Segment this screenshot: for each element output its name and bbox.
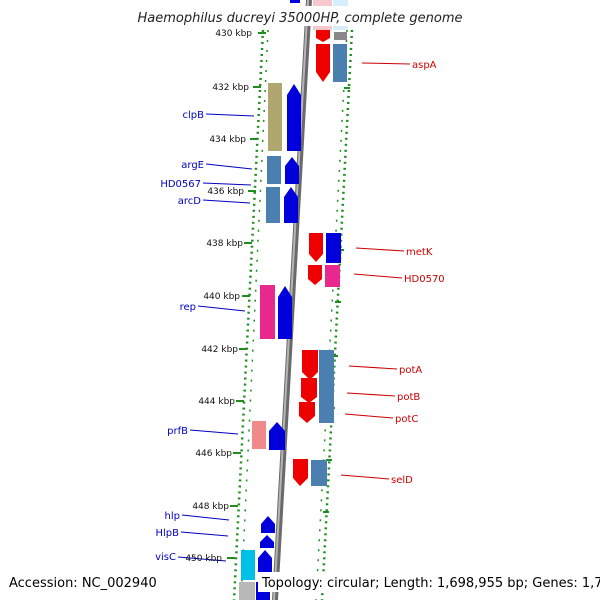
tick-label-434: 434 kbp	[209, 135, 246, 145]
potA-leader	[348, 365, 398, 370]
HD0567-leader	[202, 182, 252, 186]
reverse-leader-lines	[340, 62, 411, 480]
clpB-gene-arrow[interactable]	[287, 84, 301, 151]
metK-cds-block[interactable]	[326, 233, 341, 263]
right-inner-rail	[315, 29, 348, 600]
selD-cds-block[interactable]	[311, 460, 327, 486]
argE-cds-block[interactable]	[267, 156, 281, 184]
prfB-leader	[189, 429, 239, 435]
HD0570-cds-block[interactable]	[325, 265, 340, 287]
HD0570-gene-arrow[interactable]	[308, 265, 322, 285]
pot-operon-cds-block[interactable]	[319, 350, 334, 423]
left-outer-rail	[232, 29, 265, 600]
aspA-gene-arrow[interactable]	[316, 44, 330, 82]
backbone-segment	[239, 582, 255, 600]
gene-label-metK[interactable]: metK	[406, 247, 433, 258]
rep-cds-block[interactable]	[260, 285, 275, 339]
topology-summary: Topology: circular; Length: 1,698,955 bp…	[261, 576, 600, 591]
title-background	[118, 6, 484, 26]
tick-label-432: 432 kbp	[212, 83, 249, 93]
potA-gene-arrow[interactable]	[302, 350, 318, 380]
gene-label-visC[interactable]: visC	[155, 552, 176, 563]
reverse-gene-labels: aspA metK HD0570 potA potB potC selD	[391, 60, 445, 486]
arcD-cds-block[interactable]	[266, 187, 280, 223]
gene-label-clpB[interactable]: clpB	[183, 110, 205, 121]
tick-label-436: 436 kbp	[207, 187, 244, 197]
accession-background	[4, 572, 158, 592]
prfB-cds-block[interactable]	[252, 421, 266, 449]
gene-label-HD0567[interactable]: HD0567	[160, 179, 201, 190]
gene-label-potC[interactable]: potC	[395, 414, 418, 425]
gene-label-aspA[interactable]: aspA	[412, 60, 437, 71]
potB-gene-arrow[interactable]	[301, 378, 317, 403]
map-title: Haemophilus ducreyi 35000HP, complete ge…	[137, 11, 462, 26]
clpB-cds-block[interactable]	[268, 83, 282, 151]
hlp-leader	[181, 514, 230, 521]
selD-gene-arrow[interactable]	[293, 459, 308, 486]
tick-labels: 430 kbp 432 kbp 434 kbp 436 kbp 438 kbp …	[185, 29, 252, 564]
tick-label-440: 440 kbp	[203, 292, 240, 302]
aspA-leader	[361, 62, 411, 65]
summary-background	[258, 572, 596, 592]
prfB-gene-arrow[interactable]	[269, 422, 285, 450]
potB-leader	[346, 392, 396, 397]
gene-label-prfB[interactable]: prfB	[167, 426, 188, 437]
metK-gene-arrow[interactable]	[309, 233, 323, 262]
selD-leader	[340, 474, 390, 480]
arcD-leader	[202, 199, 251, 204]
gene-label-HlpB[interactable]: HlpB	[155, 528, 179, 539]
right-outer-rail	[320, 29, 354, 600]
tick-label-430: 430 kbp	[215, 29, 252, 39]
HlpB-leader	[180, 531, 229, 537]
argE-gene-arrow[interactable]	[285, 157, 299, 184]
hlp-gene-arrow[interactable]	[261, 516, 275, 533]
gene-label-potA[interactable]: potA	[399, 365, 422, 376]
tick-label-448: 448 kbp	[192, 502, 229, 512]
gene-label-rep[interactable]: rep	[180, 302, 196, 313]
potC-gene-arrow[interactable]	[299, 402, 315, 423]
gene-label-arcD[interactable]: arcD	[178, 196, 202, 207]
gene-label-potB[interactable]: potB	[397, 392, 420, 403]
metK-leader	[355, 247, 405, 252]
gene-label-hlp[interactable]: hlp	[165, 511, 180, 522]
forward-gene-labels: clpB argE HD0567 arcD rep prfB hlp HlpB …	[155, 110, 204, 563]
tick-label-450: 450 kbp	[185, 554, 222, 564]
forward-leader-lines	[177, 113, 255, 562]
gene-label-argE[interactable]: argE	[181, 160, 204, 171]
potC-leader	[344, 413, 394, 419]
top-partial-cds-3[interactable]	[334, 32, 347, 40]
tick-label-438: 438 kbp	[206, 239, 243, 249]
arcD-gene-arrow[interactable]	[284, 187, 298, 223]
HD0570-leader	[353, 273, 403, 279]
HlpB-gene-arrow[interactable]	[260, 535, 274, 548]
top-forward-arrow-stub[interactable]	[290, 0, 300, 3]
visC-leader	[177, 556, 227, 562]
top-partial-arrow-2[interactable]	[316, 30, 330, 42]
accession-text: Accession: NC_002940	[9, 576, 157, 591]
aspA-cds-block[interactable]	[333, 44, 347, 82]
rep-leader	[197, 305, 246, 312]
rep-gene-arrow[interactable]	[278, 286, 292, 339]
gene-label-selD[interactable]: selD	[391, 475, 413, 486]
gene-label-HD0570[interactable]: HD0570	[404, 274, 445, 285]
tick-label-446: 446 kbp	[195, 449, 232, 459]
visC-cds-block[interactable]	[241, 550, 255, 580]
tick-label-442: 442 kbp	[201, 345, 238, 355]
tick-label-444: 444 kbp	[198, 397, 235, 407]
clpB-leader	[205, 113, 255, 117]
argE-leader	[205, 163, 253, 170]
